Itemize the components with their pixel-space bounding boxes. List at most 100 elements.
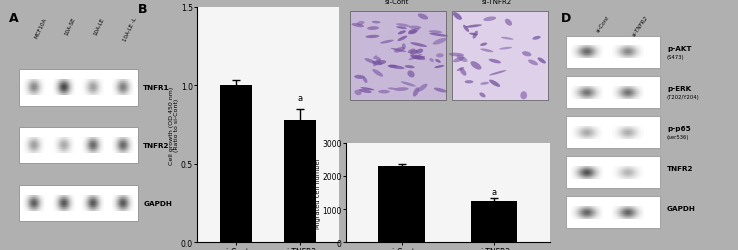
Ellipse shape — [430, 34, 448, 38]
Text: a: a — [492, 188, 497, 196]
Ellipse shape — [480, 82, 489, 86]
Text: a: a — [297, 94, 303, 103]
Text: TNFR2: TNFR2 — [143, 142, 170, 148]
Y-axis label: Migrated cell number: Migrated cell number — [315, 157, 321, 228]
Ellipse shape — [537, 58, 546, 64]
Ellipse shape — [434, 66, 444, 69]
Text: MCF10A: MCF10A — [33, 17, 47, 39]
Ellipse shape — [351, 24, 364, 28]
Text: si-Cont: si-Cont — [384, 0, 409, 5]
Ellipse shape — [372, 22, 381, 24]
Ellipse shape — [372, 70, 383, 77]
Ellipse shape — [377, 61, 386, 65]
Ellipse shape — [418, 84, 427, 92]
Ellipse shape — [432, 39, 446, 46]
Text: (ser536): (ser536) — [667, 134, 689, 139]
Bar — [379, 166, 425, 242]
Text: p-ERK: p-ERK — [667, 86, 691, 91]
Bar — [284, 120, 317, 242]
Ellipse shape — [499, 48, 512, 50]
Ellipse shape — [407, 49, 415, 54]
Ellipse shape — [463, 26, 469, 33]
Ellipse shape — [465, 81, 473, 84]
Ellipse shape — [453, 57, 464, 63]
Ellipse shape — [387, 65, 398, 68]
Bar — [566, 37, 660, 68]
Bar — [18, 185, 138, 221]
Ellipse shape — [434, 88, 446, 93]
Ellipse shape — [378, 90, 390, 94]
Text: B: B — [137, 3, 147, 16]
Ellipse shape — [489, 71, 506, 76]
Ellipse shape — [505, 20, 512, 26]
Ellipse shape — [396, 27, 407, 30]
Ellipse shape — [457, 56, 467, 63]
Ellipse shape — [489, 60, 501, 64]
Text: p-p65: p-p65 — [667, 126, 691, 132]
Ellipse shape — [354, 76, 365, 80]
Ellipse shape — [398, 36, 407, 42]
Ellipse shape — [373, 60, 381, 67]
Bar — [566, 117, 660, 148]
Ellipse shape — [359, 90, 372, 94]
Ellipse shape — [489, 80, 500, 88]
Bar — [452, 12, 548, 101]
Text: p-AKT: p-AKT — [667, 46, 692, 52]
Text: GAPDH: GAPDH — [143, 200, 172, 206]
Ellipse shape — [388, 66, 404, 70]
Ellipse shape — [528, 60, 538, 66]
Text: 10A-SE: 10A-SE — [63, 17, 76, 36]
Bar — [220, 86, 252, 242]
Text: (S473): (S473) — [667, 54, 685, 60]
Ellipse shape — [480, 49, 493, 53]
Bar — [566, 197, 660, 228]
Bar — [566, 157, 660, 188]
Ellipse shape — [435, 60, 441, 64]
Ellipse shape — [465, 25, 482, 28]
Ellipse shape — [457, 68, 464, 72]
Ellipse shape — [472, 32, 478, 40]
Ellipse shape — [522, 52, 531, 57]
Ellipse shape — [501, 38, 514, 40]
Ellipse shape — [429, 31, 442, 34]
Ellipse shape — [394, 88, 409, 92]
Ellipse shape — [390, 49, 407, 53]
Ellipse shape — [409, 26, 421, 30]
Y-axis label: Cell growth (OD 450 nm)
(Ratio to si-Cont): Cell growth (OD 450 nm) (Ratio to si-Con… — [168, 86, 179, 164]
Ellipse shape — [376, 58, 381, 62]
Text: 10A-LE -L: 10A-LE -L — [123, 17, 138, 42]
Ellipse shape — [449, 54, 464, 57]
Ellipse shape — [408, 29, 419, 35]
Bar — [471, 201, 517, 242]
Text: 10A-LE: 10A-LE — [93, 17, 106, 36]
Ellipse shape — [388, 88, 396, 90]
Ellipse shape — [367, 27, 379, 31]
Ellipse shape — [354, 90, 362, 96]
Ellipse shape — [412, 57, 425, 60]
Ellipse shape — [396, 24, 410, 28]
Ellipse shape — [398, 31, 406, 35]
Text: TNFR2: TNFR2 — [667, 165, 694, 171]
Ellipse shape — [372, 62, 382, 66]
Ellipse shape — [480, 44, 487, 47]
Ellipse shape — [430, 59, 434, 63]
Bar — [18, 127, 138, 164]
Ellipse shape — [410, 50, 418, 56]
Bar — [350, 12, 446, 101]
Ellipse shape — [373, 56, 377, 60]
Ellipse shape — [356, 22, 365, 26]
Ellipse shape — [520, 92, 527, 100]
Ellipse shape — [408, 30, 417, 35]
Bar — [566, 77, 660, 108]
Ellipse shape — [410, 55, 425, 60]
Ellipse shape — [360, 88, 374, 91]
Text: TNFR1: TNFR1 — [143, 85, 170, 91]
Text: si-TNFR2: si-TNFR2 — [482, 0, 512, 5]
Ellipse shape — [460, 68, 466, 76]
Ellipse shape — [394, 48, 404, 53]
Text: A: A — [10, 12, 19, 25]
Ellipse shape — [410, 43, 427, 48]
Text: (T202/Y204): (T202/Y204) — [667, 94, 700, 100]
Text: si-TNFR2: si-TNFR2 — [632, 14, 649, 37]
Ellipse shape — [418, 14, 428, 20]
